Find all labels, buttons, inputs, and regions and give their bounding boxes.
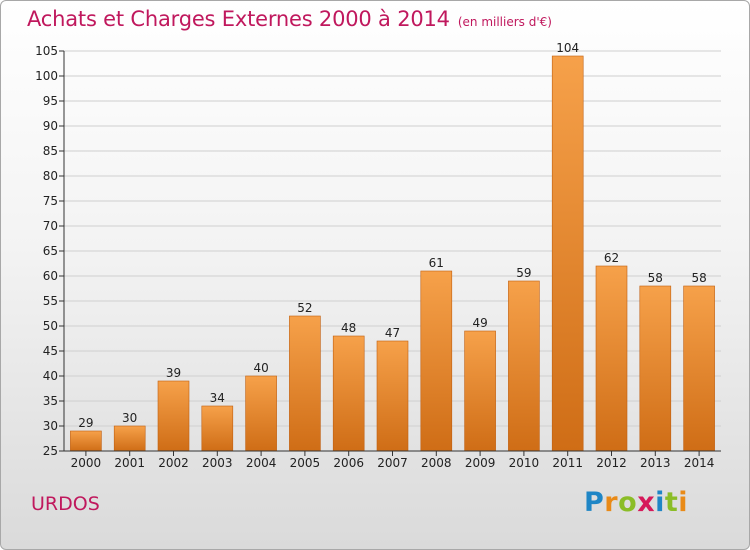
bar-2010 [508, 280, 540, 452]
x-tick-label: 2006 [333, 456, 364, 470]
x-tick-label: 2012 [596, 456, 627, 470]
bar-2001 [113, 425, 146, 452]
x-tick-label: 2011 [552, 456, 583, 470]
bar-2005 [289, 315, 321, 452]
x-tick-label: 2014 [684, 456, 715, 470]
bar-2008 [420, 270, 453, 452]
bar-2004 [245, 375, 277, 452]
bar-2013 [639, 285, 672, 452]
x-tick-label: 2013 [640, 456, 671, 470]
bar-2006 [332, 335, 365, 452]
x-tick-label: 2005 [290, 456, 321, 470]
bar-2002 [157, 380, 190, 452]
y-tick-label: 25 [43, 444, 58, 458]
data-label: 52 [297, 301, 312, 315]
y-tick-label: 30 [43, 419, 58, 433]
data-label: 49 [472, 316, 487, 330]
x-tick-label: 2010 [509, 456, 540, 470]
y-tick-label: 40 [43, 369, 58, 383]
title-row: Achats et Charges Externes 2000 à 2014 (e… [27, 7, 552, 31]
bars [70, 55, 715, 452]
y-tick-label: 80 [43, 169, 58, 183]
data-label: 48 [341, 321, 356, 335]
data-label: 104 [556, 41, 579, 55]
data-label: 62 [604, 251, 619, 265]
bar-2011 [551, 55, 584, 452]
data-label: 58 [691, 271, 706, 285]
x-tick-label: 2004 [246, 456, 277, 470]
y-tick-label: 60 [43, 269, 58, 283]
y-tick-label: 95 [43, 94, 58, 108]
data-label: 30 [122, 411, 137, 425]
labels: 25 30 35 40 45 50 55 60 65 70 75 80 85 90 95 100 105 29 20… [35, 41, 714, 470]
y-tick-label: 45 [43, 344, 58, 358]
bar-2007 [376, 340, 409, 452]
chart-subtitle: (en milliers d'€) [457, 15, 552, 29]
y-tick-label: 100 [35, 69, 58, 83]
y-tick-label: 35 [43, 394, 58, 408]
y-tick-label: 85 [43, 144, 58, 158]
data-label: 58 [648, 271, 663, 285]
bar-2003 [201, 405, 234, 452]
y-tick-label: 55 [43, 294, 58, 308]
x-tick-label: 2002 [158, 456, 189, 470]
bar-2012 [595, 265, 628, 452]
x-tick-label: 2008 [421, 456, 452, 470]
axes [59, 50, 721, 456]
y-tick-label: 70 [43, 219, 58, 233]
bar-2014 [683, 285, 715, 452]
x-tick-label: 2003 [202, 456, 233, 470]
x-tick-label: 2007 [377, 456, 408, 470]
data-label: 34 [210, 391, 225, 405]
bar-2000 [70, 430, 102, 452]
data-label: 61 [429, 256, 444, 270]
x-tick-label: 2009 [465, 456, 496, 470]
y-tick-label: 65 [43, 244, 58, 258]
y-tick-label: 50 [43, 319, 58, 333]
x-tick-label: 2001 [114, 456, 145, 470]
data-label: 29 [78, 416, 93, 430]
data-label: 47 [385, 326, 400, 340]
data-label: 59 [516, 266, 531, 280]
proxiti-logo: Proxiti [584, 487, 689, 518]
chart-title: Achats et Charges Externes 2000 à 2014 [27, 7, 450, 31]
x-tick-label: 2000 [71, 456, 102, 470]
data-label: 39 [166, 366, 181, 380]
y-tick-label: 75 [43, 194, 58, 208]
bar-2009 [464, 330, 496, 452]
y-tick-label: 105 [35, 44, 58, 58]
place-name: URDOS [31, 493, 100, 515]
data-label: 40 [253, 361, 268, 375]
y-tick-label: 90 [43, 119, 58, 133]
